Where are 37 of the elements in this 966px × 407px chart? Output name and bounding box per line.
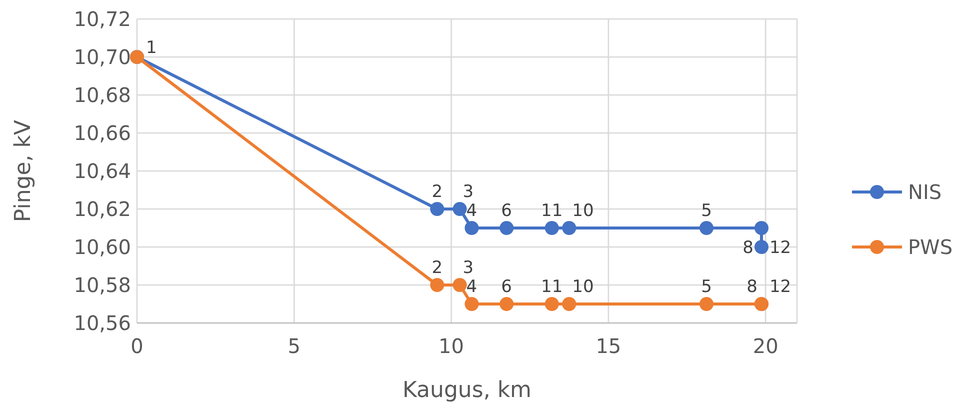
annotation: 11: [541, 201, 563, 221]
y-tick-label: 10,66: [74, 121, 131, 145]
x-tick-label: 0: [130, 334, 144, 358]
y-tick-label: 10,62: [74, 197, 131, 221]
y-tick-label: 10,64: [74, 159, 131, 183]
annotation: 10: [572, 201, 594, 221]
legend-label: NIS: [908, 180, 942, 204]
annotation: 1: [146, 38, 157, 58]
y-tick-label: 10,60: [74, 235, 131, 259]
x-axis-title: Kaugus, km: [402, 378, 532, 403]
annotation: 11: [541, 277, 563, 297]
x-tick-label: 5: [288, 334, 301, 358]
x-tick-label: 15: [596, 334, 622, 358]
annotation: 4: [466, 201, 478, 221]
y-tick-label: 10,58: [74, 273, 131, 297]
annotation: 8: [746, 277, 758, 297]
annotation: 5: [701, 277, 712, 297]
x-tick-label: 20: [752, 334, 778, 358]
y-tick-label: 10,56: [74, 311, 131, 335]
annotation: 10: [572, 277, 594, 297]
annotation: 12: [769, 277, 792, 297]
y-tick-label: 10,68: [74, 83, 131, 107]
annotation: 3: [462, 182, 474, 202]
x-tick-label: 10: [438, 334, 464, 358]
annotation: 5: [701, 201, 712, 221]
annotation: 4: [466, 277, 478, 297]
annotation: 2: [432, 258, 443, 278]
annotation: 8: [742, 238, 754, 258]
legend-label: PWS: [908, 235, 953, 259]
annotation: 3: [462, 258, 474, 278]
annotation: 2: [432, 182, 443, 202]
annotation: 12: [769, 238, 792, 258]
annotation: 6: [501, 277, 512, 297]
y-tick-label: 10,70: [74, 45, 131, 69]
y-axis-title: Pinge, kV: [11, 120, 36, 222]
annotation: 6: [501, 201, 512, 221]
y-tick-label: 10,72: [74, 7, 131, 31]
